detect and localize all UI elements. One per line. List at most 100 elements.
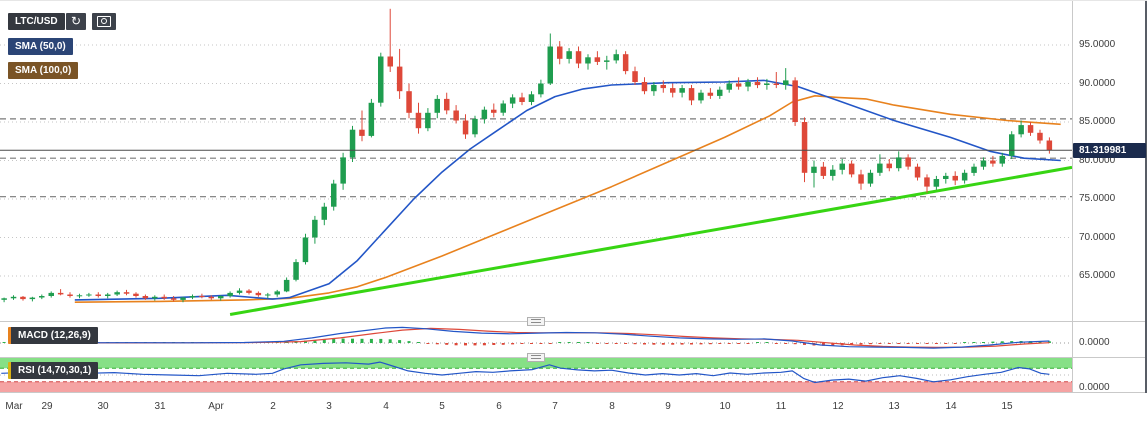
current-price-badge: 81.319981 xyxy=(1073,143,1146,158)
candle-body xyxy=(1009,134,1015,156)
time-axis-label: 9 xyxy=(665,401,671,412)
candle-body xyxy=(1,298,7,300)
candle-body xyxy=(604,60,610,62)
candle-body xyxy=(1018,125,1024,135)
time-axis[interactable]: Mar 29 30 31 Apr 2 3 4 5 6 7 8 9 10 11 12 13 14 15 xyxy=(0,393,1147,433)
candle-body xyxy=(415,112,422,129)
candle-body xyxy=(462,120,469,135)
candle-body xyxy=(246,290,252,293)
symbol-badge: LTC/USD xyxy=(8,13,65,30)
candle-body xyxy=(20,296,26,300)
candle-body xyxy=(349,129,356,158)
candle-body xyxy=(114,292,120,295)
time-axis-label: 31 xyxy=(154,401,166,412)
candle-body xyxy=(48,292,54,296)
sma100-indicator-label[interactable]: SMA (100,0) xyxy=(8,62,79,79)
candle-body xyxy=(528,94,535,102)
rsi-axis-value: 0.0000 xyxy=(1079,382,1110,393)
candle-body xyxy=(1027,125,1034,133)
candle-body xyxy=(1037,132,1043,141)
time-axis-label: 11 xyxy=(775,401,787,412)
time-axis-label: 15 xyxy=(1001,401,1013,412)
candle-body xyxy=(848,163,855,175)
candle-body xyxy=(933,179,940,187)
candle-body xyxy=(67,294,73,296)
candle-body xyxy=(651,85,657,92)
candle-body xyxy=(359,129,365,136)
macd-line xyxy=(74,326,1050,349)
candle-body xyxy=(754,82,761,86)
candles-layer xyxy=(1,8,1053,303)
camera-icon xyxy=(97,16,111,27)
candle-body xyxy=(236,290,243,293)
time-axis-label: 29 xyxy=(41,401,53,412)
time-axis-label: 6 xyxy=(496,401,502,412)
candle-body xyxy=(105,294,111,296)
candle-body xyxy=(896,157,902,169)
candle-body xyxy=(698,92,704,101)
candle-body xyxy=(161,296,167,299)
candle-body xyxy=(425,112,431,129)
price-axis-label: 90.0000 xyxy=(1079,78,1116,89)
candle-body xyxy=(679,88,685,93)
rsi-overbought-zone xyxy=(0,358,1072,369)
candle-body xyxy=(180,297,186,300)
pane-resize-handle[interactable] xyxy=(527,317,545,326)
candle-body xyxy=(632,71,638,82)
candle-body xyxy=(199,296,205,297)
candle-body xyxy=(670,88,676,93)
price-axis-label: 95.0000 xyxy=(1079,39,1116,50)
pane-resize-handle[interactable] xyxy=(527,353,545,362)
rsi-indicator-label[interactable]: RSI (14,70,30,1) xyxy=(8,362,99,379)
price-axis[interactable]: 95.0000 90.0000 85.0000 80.0000 75.0000 70.00… xyxy=(1072,1,1147,393)
candle-body xyxy=(585,57,591,64)
candle-body xyxy=(406,91,412,113)
candle-body xyxy=(170,298,177,300)
price-axis-label: 70.0000 xyxy=(1079,232,1116,243)
candle-body xyxy=(152,296,158,299)
candle-body xyxy=(943,175,949,179)
candle-body xyxy=(265,294,271,296)
candle-body xyxy=(641,82,648,92)
macd-signal-line xyxy=(74,327,1050,348)
candle-body xyxy=(274,291,280,295)
candle-body xyxy=(434,98,440,113)
macd-indicator-label[interactable]: MACD (12,26,9) xyxy=(8,327,98,344)
camera-button[interactable] xyxy=(92,13,116,30)
current-price-value: 81.319981 xyxy=(1079,145,1127,156)
candle-body xyxy=(952,175,958,181)
candle-body xyxy=(575,51,582,64)
candle-body xyxy=(95,294,101,296)
candle-body xyxy=(39,296,45,298)
candle-body xyxy=(10,296,17,299)
time-axis-label: 7 xyxy=(552,401,558,412)
candle-body xyxy=(660,85,666,89)
candle-body xyxy=(218,296,224,299)
candle-body xyxy=(867,172,874,184)
rsi-line xyxy=(1,361,1050,384)
candle-body xyxy=(688,88,695,101)
candle-body xyxy=(509,97,516,104)
candle-body xyxy=(312,219,318,238)
time-axis-label: 14 xyxy=(945,401,957,412)
candle-body xyxy=(905,157,911,167)
candle-body xyxy=(368,102,375,136)
time-axis-label: 10 xyxy=(719,401,731,412)
candle-body xyxy=(726,83,732,90)
candle-body xyxy=(331,183,337,207)
candle-body xyxy=(745,82,751,87)
sma50-line xyxy=(74,79,1061,301)
rsi-oversold-zone xyxy=(0,381,1072,392)
refresh-button[interactable]: ↻ xyxy=(66,13,87,30)
candle-body xyxy=(961,172,968,181)
candle-body xyxy=(189,296,196,298)
candle-body xyxy=(792,80,798,122)
candle-body xyxy=(914,166,921,178)
candle-body xyxy=(491,109,497,113)
candle-body xyxy=(717,89,723,96)
candle-body xyxy=(208,296,214,299)
sma50-indicator-label[interactable]: SMA (50,0) xyxy=(8,38,73,55)
time-axis-label: 3 xyxy=(326,401,332,412)
candle-body xyxy=(57,292,64,295)
